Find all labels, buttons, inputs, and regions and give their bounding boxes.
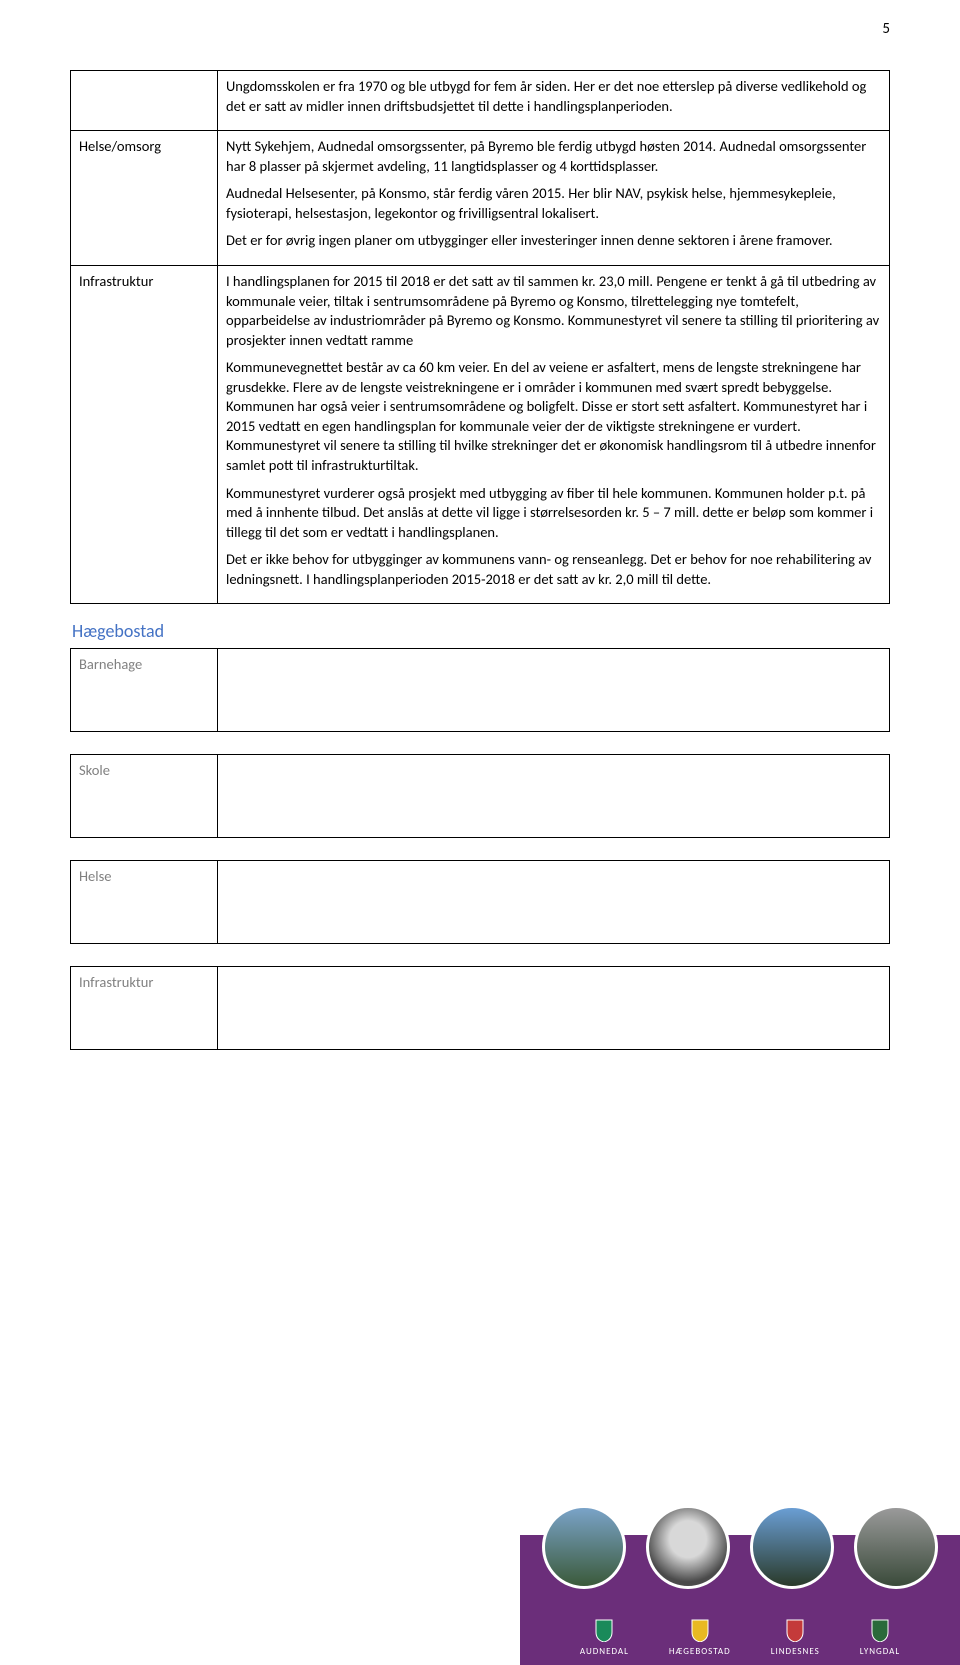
sub-table: Helse: [70, 860, 890, 944]
row-label: Helse: [71, 861, 218, 944]
shield-icon: [870, 1618, 890, 1642]
sub-table: Infrastruktur: [70, 966, 890, 1050]
footer-labels: AUDNEDAL HÆGEBOSTAD LINDESNES LYNGDAL: [580, 1618, 900, 1657]
footer-label-item: LINDESNES: [771, 1618, 820, 1657]
footer-label-text: LINDESNES: [771, 1646, 820, 1657]
footer-circle-icon: [646, 1505, 730, 1589]
table-row: Skole: [71, 755, 890, 838]
paragraph: Ungdomsskolen er fra 1970 og ble utbygd …: [226, 77, 881, 116]
row-label: Infrastruktur: [71, 967, 218, 1050]
footer-banner: AUDNEDAL HÆGEBOSTAD LINDESNES LYNGDAL: [520, 1535, 960, 1665]
footer-circles: [542, 1505, 938, 1589]
paragraph: Kommunestyret vurderer også prosjekt med…: [226, 484, 881, 543]
shield-icon: [594, 1618, 614, 1642]
paragraph: I handlingsplanen for 2015 til 2018 er d…: [226, 272, 881, 350]
table-row: Helse/omsorg Nytt Sykehjem, Audnedal oms…: [71, 131, 890, 266]
table-row: Infrastruktur: [71, 967, 890, 1050]
shield-icon: [690, 1618, 710, 1642]
row-label: Barnehage: [71, 649, 218, 732]
table-row: Helse: [71, 861, 890, 944]
row-label: Helse/omsorg: [71, 131, 218, 266]
row-content: [218, 861, 890, 944]
table-row: Ungdomsskolen er fra 1970 og ble utbygd …: [71, 71, 890, 131]
content-table: Ungdomsskolen er fra 1970 og ble utbygd …: [70, 70, 890, 604]
table-row: Infrastruktur I handlingsplanen for 2015…: [71, 265, 890, 603]
row-label: Infrastruktur: [71, 265, 218, 603]
row-content: Nytt Sykehjem, Audnedal omsorgssenter, p…: [218, 131, 890, 266]
paragraph: Det er ikke behov for utbygginger av kom…: [226, 550, 881, 589]
document-page: 5 Ungdomsskolen er fra 1970 og ble utbyg…: [0, 0, 960, 1665]
sub-table: Skole: [70, 754, 890, 838]
row-content: I handlingsplanen for 2015 til 2018 er d…: [218, 265, 890, 603]
footer-circle-icon: [854, 1505, 938, 1589]
footer-circle-icon: [750, 1505, 834, 1589]
section-title: Hægebostad: [72, 620, 890, 642]
footer-label-text: AUDNEDAL: [580, 1646, 629, 1657]
row-content: [218, 649, 890, 732]
paragraph: Kommunevegnettet består av ca 60 km veie…: [226, 358, 881, 475]
footer-label-item: LYNGDAL: [860, 1618, 900, 1657]
shield-icon: [785, 1618, 805, 1642]
footer-label-item: AUDNEDAL: [580, 1618, 629, 1657]
row-label: [71, 71, 218, 131]
page-number: 5: [882, 20, 890, 38]
paragraph: Nytt Sykehjem, Audnedal omsorgssenter, p…: [226, 137, 881, 176]
footer-circle-icon: [542, 1505, 626, 1589]
row-label: Skole: [71, 755, 218, 838]
row-content: [218, 967, 890, 1050]
paragraph: Det er for øvrig ingen planer om utbyggi…: [226, 231, 881, 251]
paragraph: Audnedal Helsesenter, på Konsmo, står fe…: [226, 184, 881, 223]
footer-label-text: HÆGEBOSTAD: [669, 1646, 731, 1657]
row-content: [218, 755, 890, 838]
footer-label-item: HÆGEBOSTAD: [669, 1618, 731, 1657]
sub-table: Barnehage: [70, 648, 890, 732]
row-content: Ungdomsskolen er fra 1970 og ble utbygd …: [218, 71, 890, 131]
footer-label-text: LYNGDAL: [860, 1646, 900, 1657]
table-row: Barnehage: [71, 649, 890, 732]
